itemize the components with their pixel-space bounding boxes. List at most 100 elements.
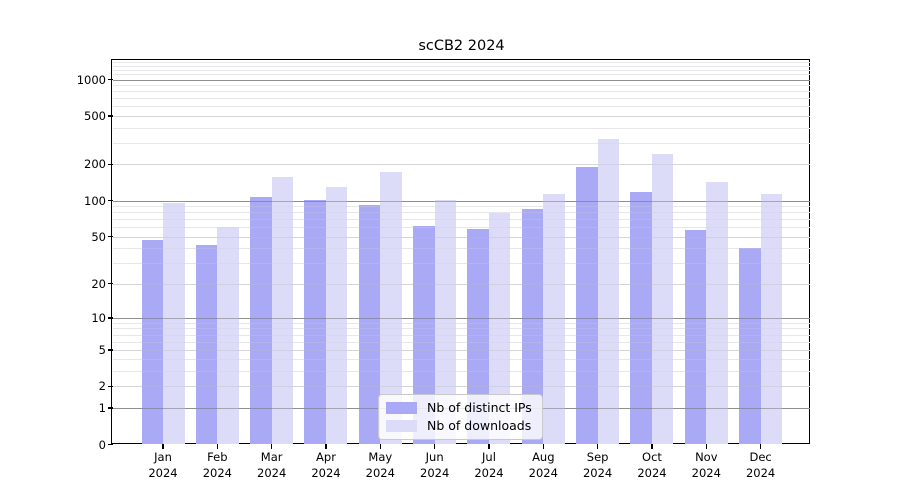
x-tick-mark-sep (596, 444, 599, 449)
x-tick-year: 2024 (745, 465, 776, 480)
x-tick-mark-jan (162, 444, 164, 449)
gridline-300 (113, 142, 810, 144)
x-axis-tick-label-sep: Sep 2024 (568, 450, 628, 481)
legend: Nb of distinct IPs Nb of downloads (378, 394, 543, 440)
gridline-800-overlay (113, 91, 810, 93)
bar-ips-aug (521, 208, 544, 444)
y-axis-tick-label-1000: 1000 (76, 72, 106, 87)
x-tick-year: 2024 (148, 465, 178, 480)
y-axis-tick-label-2: 2 (98, 379, 106, 394)
y-tick-mark-10 (108, 317, 113, 319)
x-tick-month: Apr (316, 450, 336, 464)
x-tick-month: Jul (482, 450, 496, 464)
x-tick-mark-aug (542, 444, 544, 449)
y-tick-mark-0 (108, 443, 113, 446)
gridline-1300-overlay (113, 65, 810, 67)
legend-item-distinct-ips: Nb of distinct IPs (386, 401, 532, 415)
x-axis-tick-label-nov: Nov 2024 (676, 450, 736, 481)
bar-ips-feb (195, 245, 218, 444)
gridline-1100-overlay (113, 74, 810, 76)
gridline-900 (113, 85, 810, 87)
gridline-400 (113, 127, 810, 129)
x-tick-month: Sep (586, 450, 609, 464)
x-tick-month: May (368, 450, 393, 464)
x-tick-mark-dec (759, 444, 762, 449)
y-axis-tick-label-50: 50 (91, 229, 106, 244)
gridline-1000 (113, 79, 810, 81)
y-axis-tick-label-200: 200 (84, 157, 106, 172)
x-tick-mark-oct (651, 444, 653, 449)
x-tick-month: Feb (207, 450, 228, 464)
x-tick-month: Oct (642, 450, 662, 464)
bar-downloads-sep (597, 139, 620, 444)
x-tick-month: Nov (695, 450, 718, 464)
bar-downloads-nov (706, 181, 728, 444)
x-tick-month: Jan (154, 450, 172, 464)
y-tick-mark-20 (108, 282, 113, 285)
bar-ips-oct (630, 191, 652, 444)
gridline-1200-overlay (113, 69, 810, 71)
x-axis-tick-label-may: May 2024 (350, 450, 410, 481)
bar-downloads-jan (163, 202, 185, 444)
gridline-1400 (113, 61, 810, 63)
y-tick-mark-100 (108, 199, 113, 202)
y-axis-tick-label-500: 500 (84, 109, 106, 124)
gridline-1300 (113, 65, 810, 67)
y-axis-tick-label-10: 10 (91, 310, 106, 325)
bar-downloads-jul (488, 212, 511, 444)
x-tick-mark-nov (705, 444, 707, 449)
gridline-400-overlay (113, 127, 810, 129)
legend-swatch-downloads (386, 420, 417, 432)
bar-downloads-apr (325, 187, 348, 444)
y-tick-mark-50 (108, 236, 113, 238)
gridline-500-overlay (113, 116, 810, 118)
bar-ips-nov (684, 229, 707, 444)
gridline-600-overlay (113, 106, 810, 108)
gridline-300-overlay (113, 142, 810, 144)
y-axis-tick-label-100: 100 (84, 193, 106, 208)
gridline-900-overlay (113, 85, 810, 87)
y-tick-mark-500 (108, 115, 113, 117)
legend-swatch-distinct-ips (386, 402, 417, 414)
x-tick-year: 2024 (637, 465, 667, 480)
x-tick-mark-may (379, 444, 381, 449)
bar-ips-jul (467, 228, 489, 444)
x-tick-month: Dec (749, 450, 772, 464)
x-axis-tick-label-jun: Jun 2024 (405, 450, 465, 481)
gridline-200-overlay (113, 164, 810, 166)
y-tick-mark-1 (108, 407, 113, 409)
x-tick-year: 2024 (528, 465, 558, 480)
x-axis-tick-label-feb: Feb 2024 (187, 450, 247, 481)
bar-downloads-jun (434, 200, 457, 444)
x-axis-tick-label-jul: Jul 2024 (459, 450, 519, 481)
legend-label-downloads: Nb of downloads (427, 418, 532, 433)
gridline-600 (113, 106, 810, 108)
x-tick-year: 2024 (311, 465, 341, 480)
x-tick-month: Jun (425, 450, 444, 464)
x-axis-tick-label-apr: Apr 2024 (296, 450, 356, 481)
y-axis-tick-label-0: 0 (98, 437, 106, 452)
gridline-1200 (113, 69, 810, 71)
x-tick-year: 2024 (420, 465, 450, 480)
bar-ips-may (358, 204, 381, 444)
x-axis-tick-label-aug: Aug 2024 (513, 450, 573, 481)
y-tick-mark-200 (108, 163, 113, 166)
gridline-700 (113, 98, 810, 100)
bar-ips-sep (576, 167, 598, 444)
x-tick-month: Aug (532, 450, 555, 464)
legend-label-distinct-ips: Nb of distinct IPs (427, 400, 532, 415)
x-tick-mark-jun (433, 444, 436, 449)
bar-ips-jan (141, 239, 163, 444)
x-axis-tick-label-oct: Oct 2024 (622, 450, 682, 481)
x-tick-year: 2024 (691, 465, 721, 480)
gridline-1000-overlay (113, 79, 810, 81)
gridline-700-overlay (113, 98, 810, 100)
gridline-500 (113, 116, 810, 118)
plot-area (113, 61, 810, 444)
x-axis-tick-label-dec: Dec 2024 (731, 450, 791, 481)
y-tick-mark-1000 (108, 78, 113, 81)
x-axis-tick-label-jan: Jan 2024 (133, 450, 193, 481)
bar-ips-dec (739, 247, 761, 444)
y-axis-tick-label-5: 5 (98, 342, 106, 357)
